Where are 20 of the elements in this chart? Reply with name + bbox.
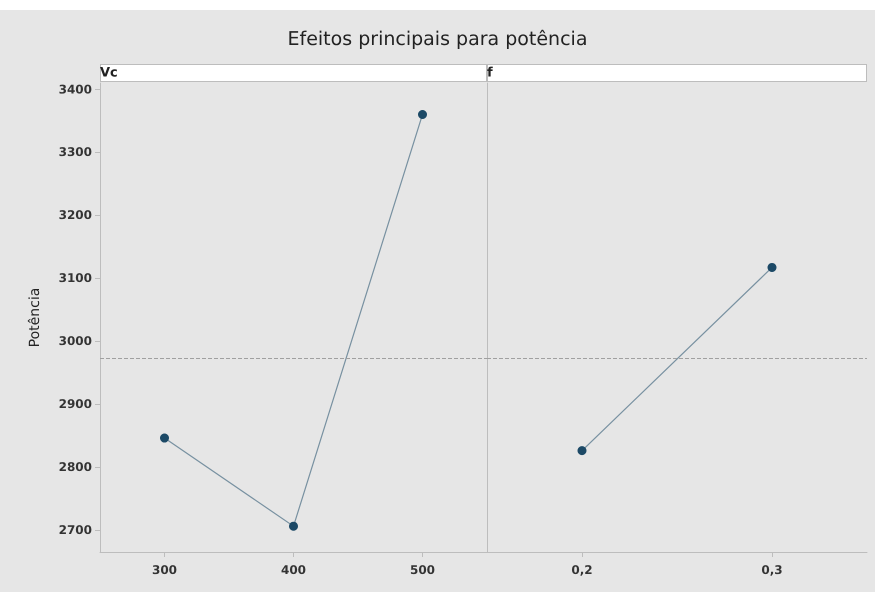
y-tick-label: 3200 <box>58 208 92 222</box>
y-axis-title: Potência <box>27 288 43 348</box>
y-tick-label: 3000 <box>58 334 92 348</box>
x-tick-label: 0,2 <box>571 563 593 577</box>
y-tick-label: 3400 <box>58 82 92 96</box>
y-tick-label: 2800 <box>58 460 92 474</box>
point <box>418 110 427 119</box>
x-tick-label: 400 <box>280 563 306 577</box>
x-tick-label: 0,3 <box>761 563 783 577</box>
point <box>160 434 169 443</box>
y-tick-label: 2900 <box>58 397 92 412</box>
text: Efeitos principais para potência <box>286 28 588 50</box>
y-tick-label: 3300 <box>58 145 92 160</box>
x-tick-label: 300 <box>152 563 178 577</box>
chart-title: f <box>487 66 493 80</box>
x-tick-label: 500 <box>410 563 436 577</box>
y-tick-label: 3100 <box>58 271 92 286</box>
y-tick-label: 2700 <box>58 522 92 537</box>
point <box>289 522 298 531</box>
chart-title: Vc <box>100 66 118 80</box>
